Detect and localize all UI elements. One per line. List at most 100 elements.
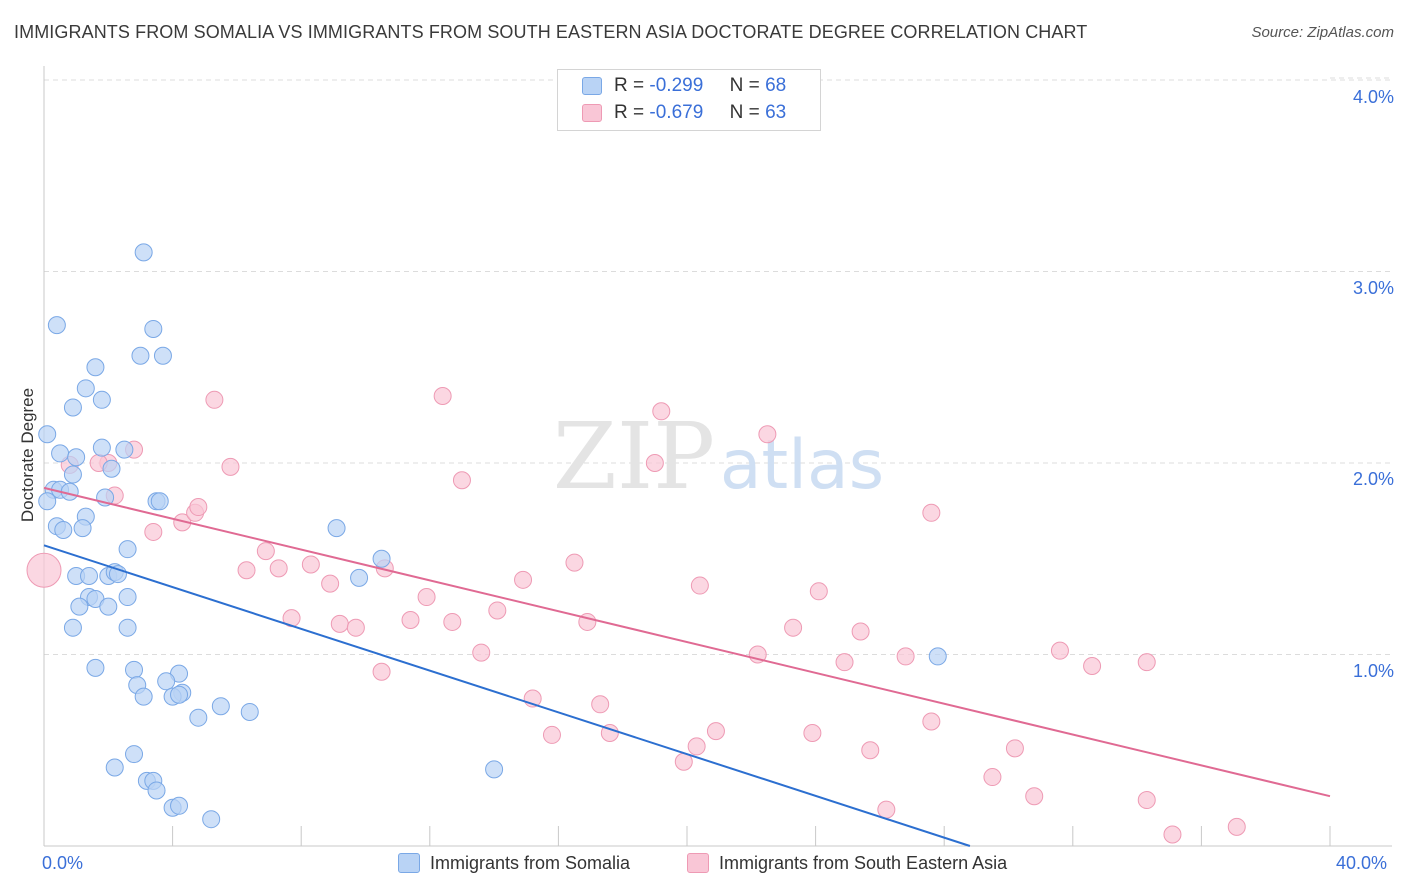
source-label: Source: ZipAtlas.com xyxy=(1251,24,1394,41)
data-point xyxy=(240,702,259,721)
data-point xyxy=(67,448,86,467)
data-point xyxy=(170,796,189,815)
data-point xyxy=(690,576,709,595)
y-tick-2: 2.0% xyxy=(1352,469,1394,489)
data-point xyxy=(1050,641,1069,660)
data-point xyxy=(70,597,89,616)
data-point xyxy=(202,810,221,829)
axes xyxy=(43,66,1392,847)
legend-r-label: R = xyxy=(614,75,645,96)
data-point xyxy=(38,425,57,444)
data-point xyxy=(706,722,725,741)
legend-swatch-sea xyxy=(582,104,602,122)
data-point xyxy=(144,319,163,338)
y-tick-4: 4.0% xyxy=(1352,87,1394,107)
data-point xyxy=(63,398,82,417)
data-point xyxy=(687,737,706,756)
legend-r-label: R = xyxy=(614,102,645,123)
watermark: ZIP atlas xyxy=(553,403,884,510)
data-point xyxy=(1137,653,1156,672)
data-point xyxy=(269,559,288,578)
data-point xyxy=(256,542,275,561)
data-point xyxy=(1083,656,1102,675)
data-point xyxy=(63,465,82,484)
data-point xyxy=(170,685,189,704)
data-point xyxy=(157,672,176,691)
data-point xyxy=(645,454,664,472)
data-point xyxy=(118,618,137,637)
data-point xyxy=(1227,817,1246,836)
data-point xyxy=(600,724,619,743)
data-point xyxy=(652,402,671,421)
data-point xyxy=(301,555,320,574)
trend-line-somalia xyxy=(43,544,971,847)
chart-title: IMMIGRANTS FROM SOMALIA VS IMMIGRANTS FR… xyxy=(14,22,1088,42)
data-point xyxy=(350,568,369,587)
data-point xyxy=(125,660,144,679)
watermark-zip: ZIP xyxy=(553,403,715,510)
series-somalia xyxy=(38,243,947,829)
data-point xyxy=(147,781,166,800)
data-point xyxy=(861,741,880,760)
data-point xyxy=(51,444,70,463)
x-tick-max: 40.0% xyxy=(1336,853,1388,873)
data-point xyxy=(125,745,144,764)
legend-n-label: N = xyxy=(729,75,760,96)
data-point xyxy=(150,492,169,511)
data-point xyxy=(205,390,224,409)
data-point xyxy=(835,653,854,672)
data-point xyxy=(237,561,256,580)
data-point xyxy=(221,457,240,476)
grid-lines xyxy=(44,77,1392,655)
data-point xyxy=(1005,739,1024,758)
data-point xyxy=(803,724,822,743)
legend-r-somalia: -0.299 xyxy=(649,75,704,96)
data-point xyxy=(118,540,137,559)
bottom-legend-swatch-sea xyxy=(687,853,709,873)
bottom-legend-swatch-somalia xyxy=(398,853,420,873)
data-point xyxy=(346,618,365,637)
data-point xyxy=(189,498,208,517)
data-point xyxy=(488,601,507,620)
data-point xyxy=(922,503,941,522)
data-point xyxy=(76,379,95,398)
y-tick-3: 3.0% xyxy=(1352,278,1394,298)
legend-n-sea: 63 xyxy=(765,102,787,123)
data-point xyxy=(54,521,73,540)
data-point xyxy=(1025,787,1044,806)
data-point xyxy=(92,390,111,409)
bottom-legend-label-sea: Immigrants from South Eastern Asia xyxy=(719,853,1008,873)
legend-swatch-somalia xyxy=(582,77,602,95)
data-point xyxy=(758,425,777,444)
data-point xyxy=(80,566,99,585)
bottom-legend-label-somalia: Immigrants from Somalia xyxy=(430,853,631,873)
data-point xyxy=(47,316,66,335)
data-point xyxy=(105,758,124,777)
legend-n-label: N = xyxy=(729,102,760,123)
data-point xyxy=(417,588,436,607)
data-point xyxy=(542,725,561,744)
data-point xyxy=(485,760,504,779)
data-point xyxy=(131,346,150,365)
data-point xyxy=(922,712,941,731)
trend-lines xyxy=(43,486,1331,847)
legend-n-somalia: 68 xyxy=(765,75,787,96)
data-point xyxy=(153,346,172,365)
legend-r-sea: -0.679 xyxy=(649,102,704,123)
data-point xyxy=(99,597,118,616)
data-point xyxy=(321,574,340,593)
data-point xyxy=(189,708,208,727)
data-point xyxy=(372,662,391,681)
data-point xyxy=(433,386,452,405)
data-point xyxy=(92,438,111,457)
trend-line-sea xyxy=(43,486,1331,798)
correlation-legend: R = -0.299 N = 68 R = -0.679 N = 63 xyxy=(557,69,821,131)
data-point xyxy=(327,519,346,538)
data-point xyxy=(144,522,163,541)
data-point xyxy=(63,618,82,637)
data-point xyxy=(330,614,349,633)
watermark-atlas: atlas xyxy=(720,426,884,505)
data-point xyxy=(877,800,896,819)
data-point xyxy=(73,519,92,538)
data-point xyxy=(472,643,491,662)
